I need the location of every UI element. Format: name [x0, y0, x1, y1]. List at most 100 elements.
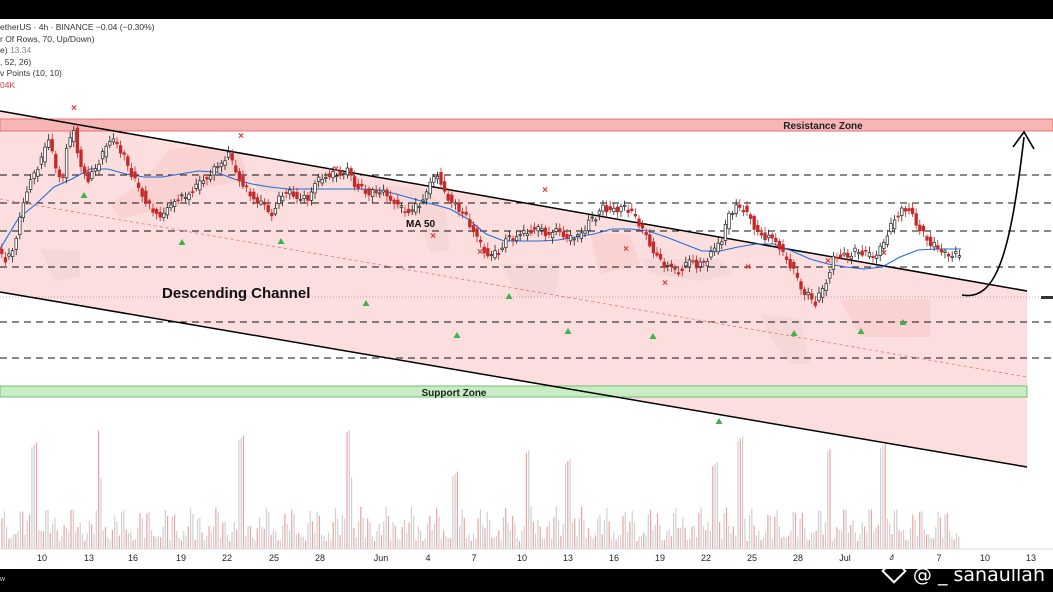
candle-body — [50, 139, 54, 152]
chart-canvas[interactable]: Resistance Zone Support Zone ×××××××××××… — [0, 19, 1053, 569]
candle-body — [666, 264, 670, 267]
candle-body — [223, 160, 227, 166]
candle-body — [680, 268, 684, 271]
candle-body — [651, 241, 656, 254]
candle-body — [950, 256, 954, 258]
candle-body — [514, 236, 519, 241]
candle-body — [712, 247, 717, 252]
channel-label: Descending Channel — [162, 285, 310, 302]
candle-body — [482, 246, 486, 254]
candle-body — [432, 176, 436, 183]
candle-body — [392, 199, 396, 204]
volume-value: 04K — [0, 79, 16, 90]
candle-body — [504, 238, 508, 248]
candle-body — [248, 191, 252, 197]
candle-body — [57, 169, 62, 178]
channel-lower-line[interactable] — [0, 291, 1028, 468]
candle-body — [460, 211, 465, 214]
candle-body — [252, 191, 256, 200]
candle-body — [921, 225, 926, 232]
candle-body — [493, 250, 497, 258]
support-zone — [0, 385, 1028, 398]
candle-body — [406, 208, 411, 214]
candle-body — [874, 254, 879, 259]
volume-bars — [1, 429, 960, 549]
x-tick-label: 19 — [655, 553, 665, 563]
channel-upper-line[interactable] — [0, 110, 1028, 292]
candle-body — [792, 262, 796, 269]
x-tick-label: 28 — [315, 553, 325, 563]
candle-body — [280, 195, 285, 202]
candle-body — [216, 166, 220, 169]
pivot-high-icon: × — [238, 131, 244, 142]
pivot-low-icon — [453, 332, 461, 338]
candle-body — [381, 189, 386, 193]
candle-body — [766, 234, 771, 239]
candle-body — [730, 213, 735, 215]
pivot-low-icon — [505, 293, 513, 299]
candle-body — [183, 197, 188, 199]
candle-body — [122, 152, 126, 155]
candle-body — [734, 204, 738, 214]
candle-body — [716, 242, 720, 253]
candle-body — [457, 202, 461, 212]
candle-body — [309, 191, 314, 201]
pivot-low-icon — [790, 330, 798, 336]
support-zone-label: Support Zone — [422, 388, 487, 399]
candle-body — [82, 166, 87, 174]
candle-body — [932, 242, 936, 248]
candle-body — [338, 170, 342, 176]
candle-body — [388, 195, 393, 201]
candle-body — [939, 248, 944, 253]
candle-body — [522, 230, 526, 234]
x-tick-label: 7 — [471, 553, 476, 563]
candle-body — [914, 213, 918, 226]
x-axis-ticks: 10 13 16 19 22 25 28 Jun 4 7 10 13 16 19 22 25 28 Jul 4 7 10… — [37, 553, 1036, 563]
candle-body — [648, 234, 652, 247]
candle-body — [288, 189, 292, 195]
candle-body — [450, 194, 454, 203]
candle-body — [25, 191, 29, 202]
candle-body — [165, 207, 170, 216]
x-tick-label: 10 — [517, 553, 527, 563]
candle-body — [594, 219, 598, 222]
candle-body — [180, 194, 184, 197]
candle-body — [86, 171, 90, 183]
candle-body — [752, 216, 756, 230]
candle-body — [140, 188, 144, 197]
candle-body — [896, 215, 900, 218]
candle-body — [295, 192, 299, 199]
candle-body — [284, 192, 288, 194]
x-tick-label: 13 — [563, 553, 573, 563]
candle-body — [378, 192, 382, 195]
candle-body — [136, 182, 141, 188]
candle-body — [723, 224, 728, 241]
candle-body — [842, 252, 846, 256]
candle-body — [352, 176, 357, 188]
candle-body — [835, 256, 839, 259]
candle-body — [853, 247, 857, 252]
candle-body — [14, 238, 18, 250]
candle-body — [806, 292, 810, 296]
candle-body — [489, 254, 494, 256]
candle-body — [385, 189, 389, 197]
x-tick-label: 28 — [793, 553, 803, 563]
candle-body — [856, 252, 861, 255]
candle-body — [3, 257, 8, 263]
candle-body — [496, 253, 501, 256]
pivot-high-icon: × — [745, 262, 751, 273]
candle-body — [374, 190, 378, 194]
candle-body — [892, 219, 897, 230]
candle-body — [903, 208, 908, 212]
x-tick-label: 10 — [980, 553, 990, 563]
x-tick-label: 16 — [128, 553, 138, 563]
candle-body — [626, 209, 630, 213]
candle-body — [172, 201, 177, 207]
candle-body — [212, 166, 216, 176]
volume-info: e) 13.34 — [0, 45, 32, 55]
candle-body — [936, 245, 940, 249]
indicator-legend: etherUS · 4h · BINANCE −0.04 (−0.30%) r … — [0, 22, 155, 91]
candle-body — [500, 247, 504, 250]
candle-body — [849, 255, 854, 260]
candle-body — [126, 156, 130, 166]
